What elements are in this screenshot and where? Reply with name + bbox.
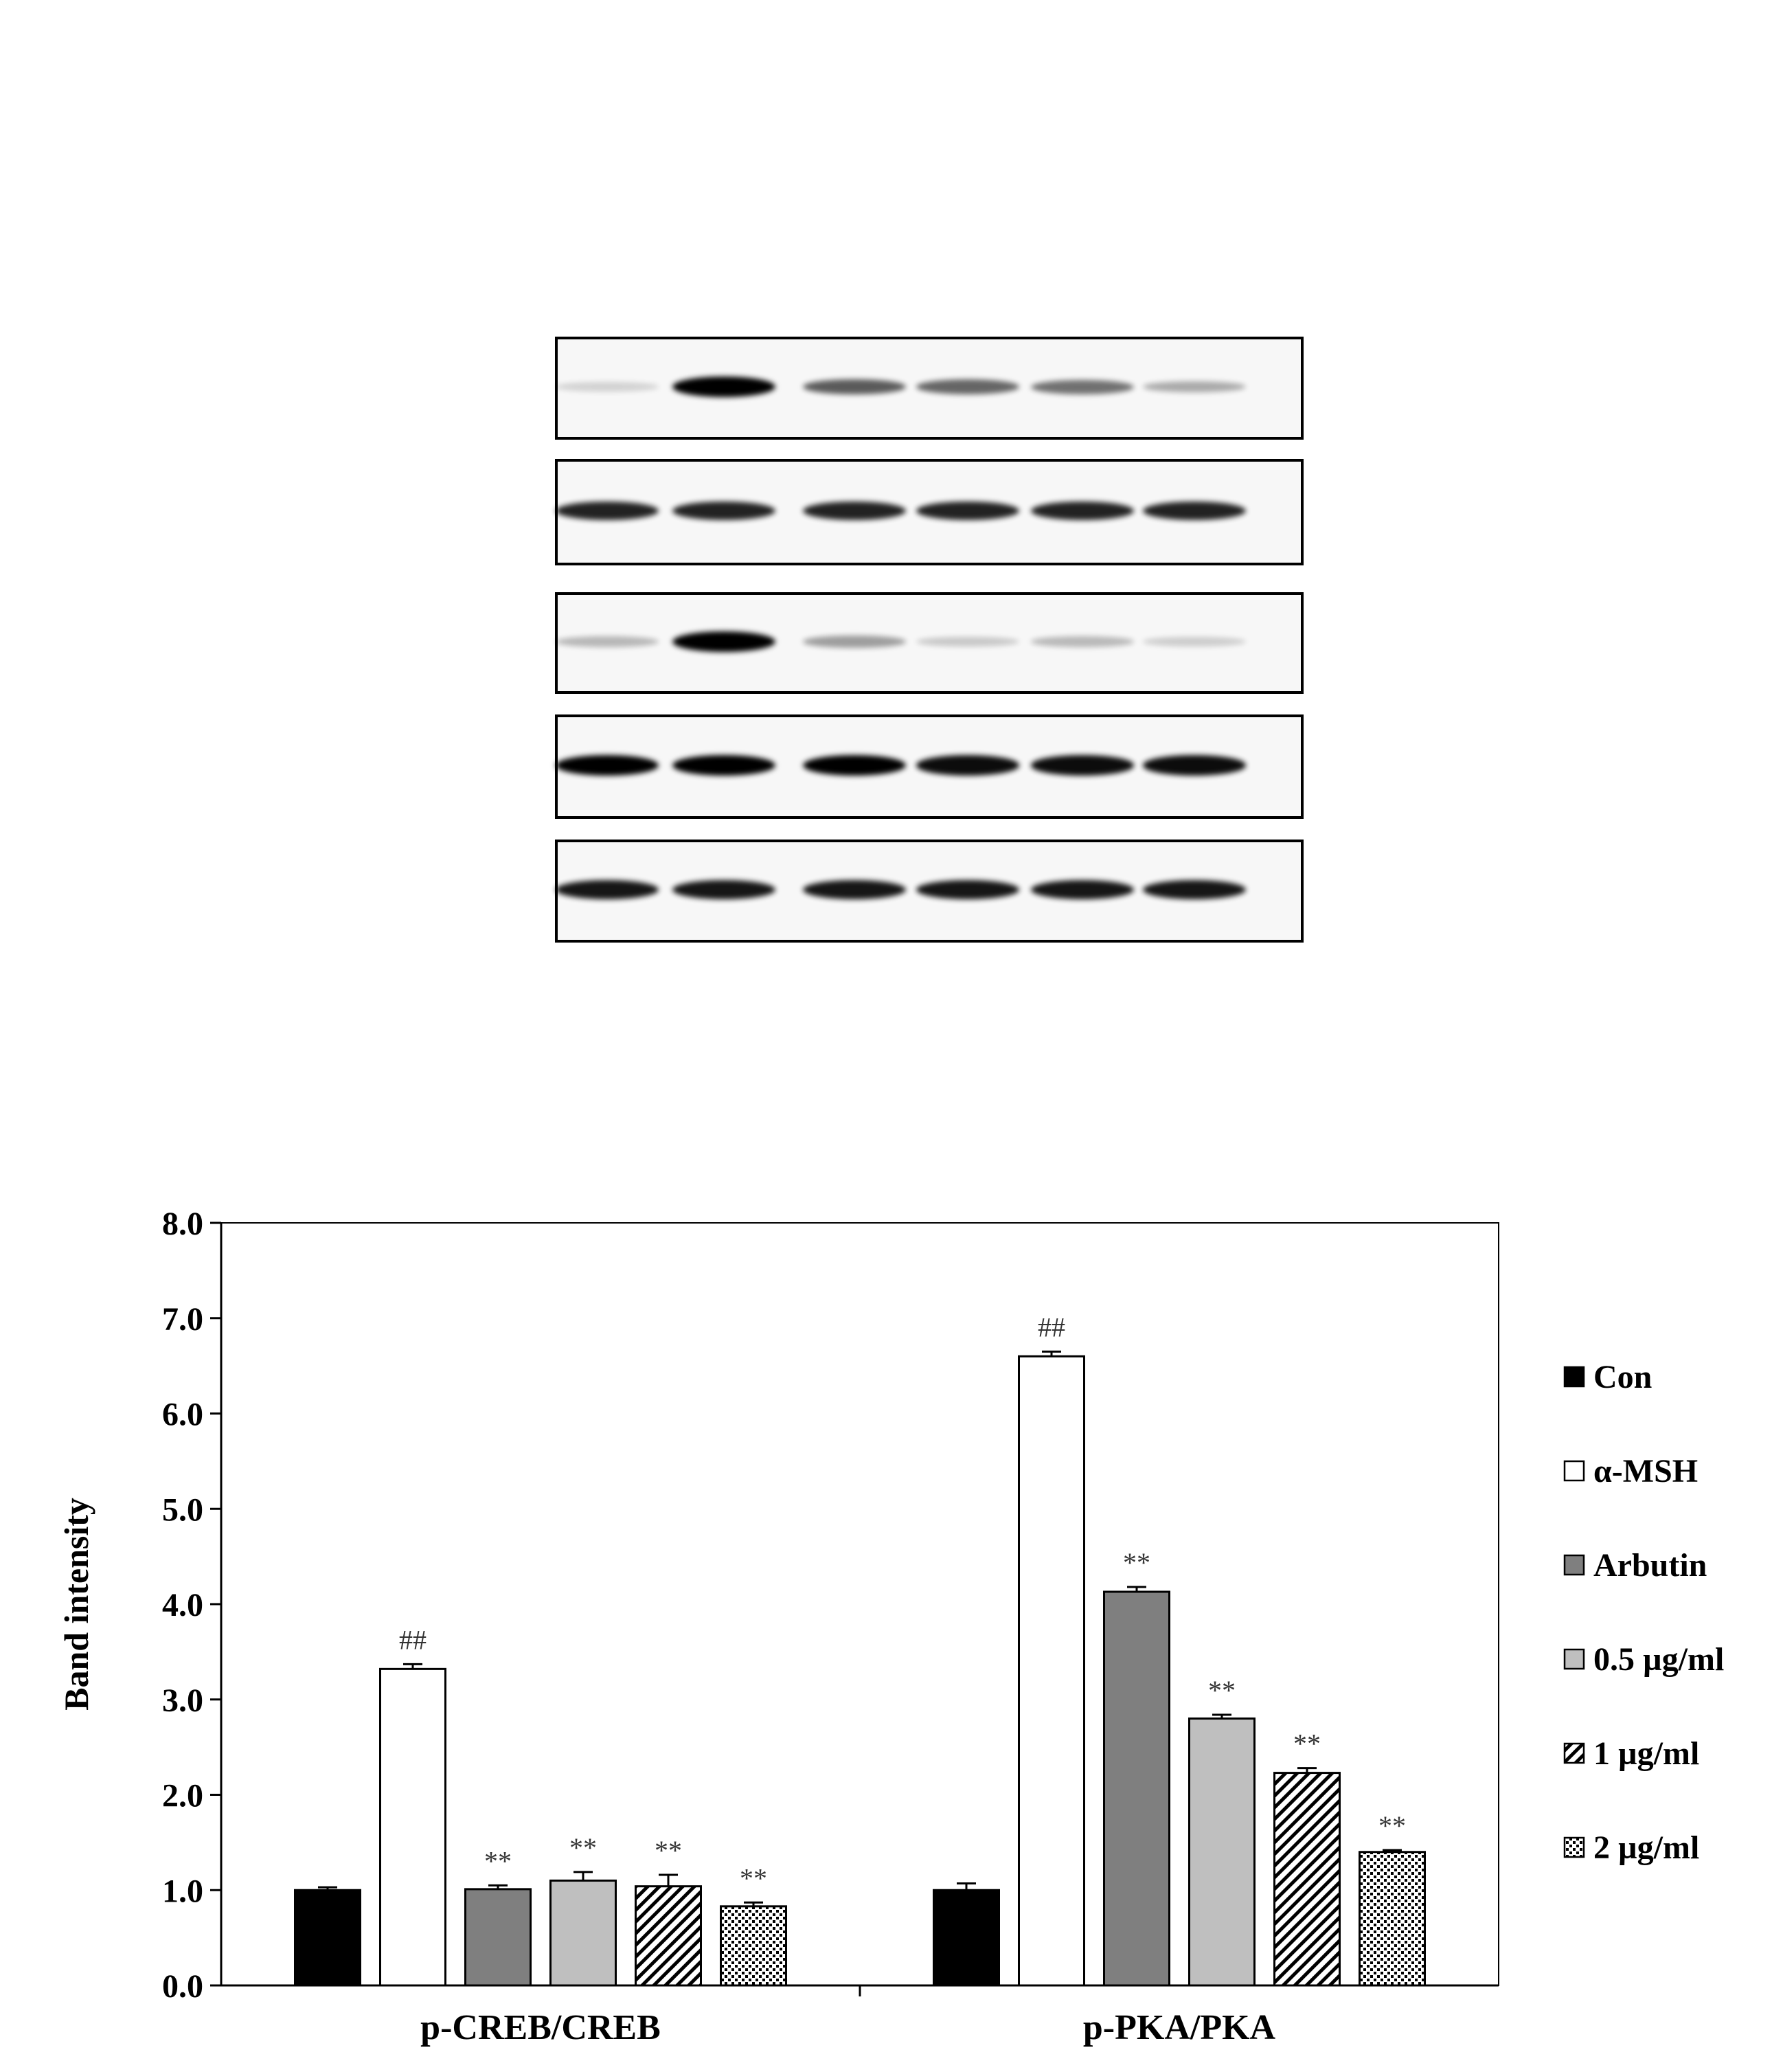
legend-label: α-MSH [1593, 1453, 1698, 1489]
blot-band [556, 636, 659, 647]
blot-band [1143, 381, 1246, 393]
bar [933, 1889, 1000, 1987]
significance-mark: ** [484, 1845, 512, 1876]
legend-label: Con [1593, 1359, 1652, 1395]
blot-band [1031, 755, 1134, 776]
bar [1018, 1355, 1085, 1987]
blot-band [1031, 636, 1134, 647]
blot-band [672, 631, 775, 652]
y-tick-label: 8.0 [162, 1206, 203, 1242]
significance-mark: ## [399, 1624, 427, 1655]
significance-mark: ** [655, 1835, 682, 1866]
blot-band [672, 376, 775, 397]
bar [1188, 1718, 1256, 1987]
bar [294, 1889, 361, 1987]
y-tick-label: 3.0 [162, 1682, 203, 1719]
significance-mark: ** [1293, 1728, 1321, 1759]
blot-band [556, 879, 659, 900]
blot-membrane [555, 840, 1304, 943]
blot-band [803, 379, 906, 395]
significance-mark: ** [1378, 1810, 1406, 1841]
blot-band [1031, 879, 1134, 900]
blot-membrane [555, 459, 1304, 565]
blot-band [916, 501, 1019, 521]
legend-label: 0.5 µg/ml [1593, 1641, 1724, 1678]
y-tick-label: 4.0 [162, 1587, 203, 1623]
legend-swatch [1563, 1366, 1585, 1388]
blot-band [1143, 879, 1246, 900]
blot-band [803, 755, 906, 776]
blot-band [556, 382, 659, 392]
blot-membrane [555, 592, 1304, 694]
legend-swatch [1563, 1460, 1585, 1482]
blot-band [556, 755, 659, 776]
blot-band [672, 501, 775, 521]
x-tick-label: p-CREB/CREB [420, 2008, 661, 2047]
blot-band [1031, 379, 1134, 394]
y-axis-title: Band intensity [57, 1498, 95, 1711]
blot-membrane [555, 714, 1304, 819]
y-tick-label: 6.0 [162, 1397, 203, 1433]
band-intensity-chart: 0.0 1.0 2.0 3.0 4.0 5.0 6.0 7.0 8.0 Band intensit… [57, 1206, 1724, 2047]
significance-mark: ** [1123, 1547, 1150, 1578]
blot-band [916, 636, 1019, 647]
legend-swatch [1563, 1648, 1585, 1670]
blot-band [803, 501, 906, 521]
blot-band [1143, 637, 1246, 646]
y-tick-label: 7.0 [162, 1301, 203, 1338]
bar [464, 1888, 532, 1987]
significance-mark: ** [1208, 1675, 1236, 1706]
bar [549, 1879, 617, 1987]
significance-mark: ** [740, 1862, 767, 1893]
legend-label: 1 µg/ml [1593, 1735, 1699, 1772]
bar [1273, 1772, 1341, 1987]
bar [1103, 1590, 1170, 1987]
blot-band [672, 879, 775, 900]
blot-band [1143, 755, 1246, 776]
blot-band [916, 379, 1019, 394]
x-tick-label: p-PKA/PKA [1083, 2008, 1276, 2047]
y-tick-label: 2.0 [162, 1778, 203, 1814]
blot-band [803, 635, 906, 648]
bar [379, 1667, 446, 1987]
blot-band [916, 879, 1019, 900]
blot-band [672, 755, 775, 776]
y-tick-label: 0.0 [162, 1968, 203, 2005]
legend-swatch [1563, 1836, 1585, 1858]
significance-mark: ## [1038, 1311, 1065, 1342]
legend-swatch [1563, 1742, 1585, 1764]
blot-band [1143, 501, 1246, 521]
bar [1359, 1851, 1426, 1987]
bar [720, 1905, 787, 1987]
bar [635, 1885, 702, 1987]
y-tick-label: 5.0 [162, 1491, 203, 1528]
blot-membrane [555, 337, 1304, 440]
blot-band [803, 879, 906, 900]
blot-band [1031, 501, 1134, 521]
significance-mark: ** [569, 1832, 597, 1863]
y-tick-label: 1.0 [162, 1873, 203, 1909]
legend-label: Arbutin [1593, 1547, 1707, 1584]
legend-swatch [1563, 1554, 1585, 1576]
legend-label: 2 µg/ml [1593, 1829, 1699, 1866]
blot-band [556, 501, 659, 521]
blot-band [916, 755, 1019, 776]
